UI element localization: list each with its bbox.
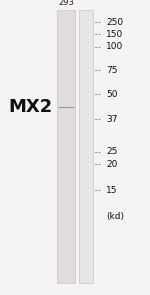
- Bar: [79, 10, 93, 283]
- Text: --: --: [94, 187, 102, 193]
- Text: 75: 75: [106, 65, 117, 75]
- Text: 25: 25: [106, 148, 117, 156]
- Text: MX2: MX2: [9, 98, 53, 116]
- Text: 50: 50: [106, 90, 117, 99]
- Text: --: --: [94, 19, 102, 25]
- Text: --: --: [94, 92, 102, 98]
- Text: --: --: [94, 32, 102, 37]
- Text: 250: 250: [106, 18, 123, 27]
- Text: --: --: [94, 149, 102, 155]
- Text: 15: 15: [106, 186, 117, 195]
- Text: 293: 293: [58, 0, 74, 7]
- Bar: [57, 10, 75, 283]
- Text: 20: 20: [106, 160, 117, 169]
- Text: --: --: [94, 67, 102, 73]
- Text: --: --: [94, 116, 102, 122]
- Text: 150: 150: [106, 30, 123, 39]
- Text: (kd): (kd): [106, 212, 124, 221]
- Text: --: --: [94, 44, 102, 50]
- Text: 100: 100: [106, 42, 123, 51]
- Text: 37: 37: [106, 115, 117, 124]
- Text: --: --: [94, 161, 102, 167]
